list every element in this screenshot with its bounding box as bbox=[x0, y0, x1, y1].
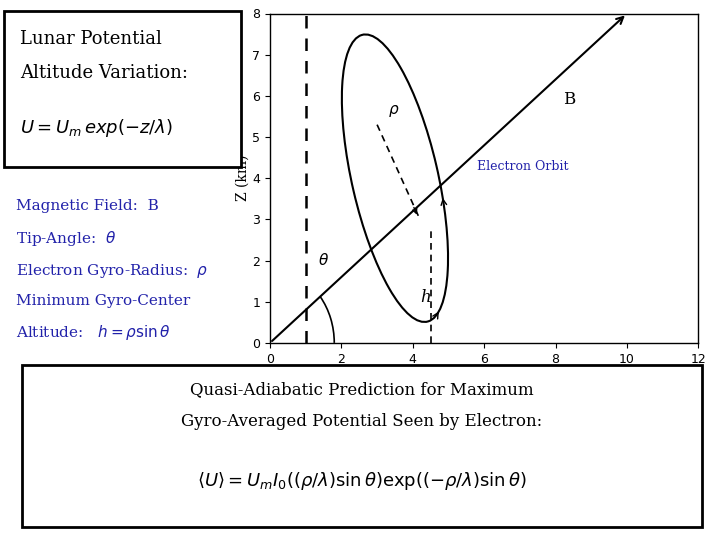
Text: Quasi-Adiabatic Prediction for Maximum: Quasi-Adiabatic Prediction for Maximum bbox=[190, 381, 534, 397]
Text: Altitude:   $h = \rho\sin\theta$: Altitude: $h = \rho\sin\theta$ bbox=[16, 323, 171, 342]
X-axis label: X (km): X (km) bbox=[461, 371, 508, 385]
Text: Gyro-Averaged Potential Seen by Electron:: Gyro-Averaged Potential Seen by Electron… bbox=[181, 413, 542, 430]
Text: Magnetic Field:  B: Magnetic Field: B bbox=[16, 199, 158, 213]
Text: Altitude Variation:: Altitude Variation: bbox=[20, 64, 188, 83]
Text: B: B bbox=[563, 91, 575, 108]
Text: h: h bbox=[420, 289, 431, 306]
Text: Minimum Gyro-Center: Minimum Gyro-Center bbox=[16, 294, 190, 308]
Text: Tip-Angle:  $\theta$: Tip-Angle: $\theta$ bbox=[16, 229, 116, 248]
Text: $U = U_m\,\mathit{exp}(-z/\lambda)$: $U = U_m\,\mathit{exp}(-z/\lambda)$ bbox=[20, 117, 174, 139]
Text: $\langle U\rangle = U_m I_0((\rho/\lambda)\sin\theta)\exp((-\rho/\lambda)\sin\th: $\langle U\rangle = U_m I_0((\rho/\lambd… bbox=[197, 470, 526, 492]
Y-axis label: Z (km): Z (km) bbox=[235, 155, 250, 201]
Text: Electron Orbit: Electron Orbit bbox=[477, 160, 569, 173]
Text: $\rho$: $\rho$ bbox=[388, 103, 400, 119]
Text: Lunar Potential: Lunar Potential bbox=[20, 30, 162, 48]
Text: $\theta$: $\theta$ bbox=[318, 252, 329, 268]
Text: Electron Gyro-Radius:  $\rho$: Electron Gyro-Radius: $\rho$ bbox=[16, 262, 208, 280]
FancyBboxPatch shape bbox=[22, 364, 702, 526]
FancyBboxPatch shape bbox=[4, 11, 241, 167]
